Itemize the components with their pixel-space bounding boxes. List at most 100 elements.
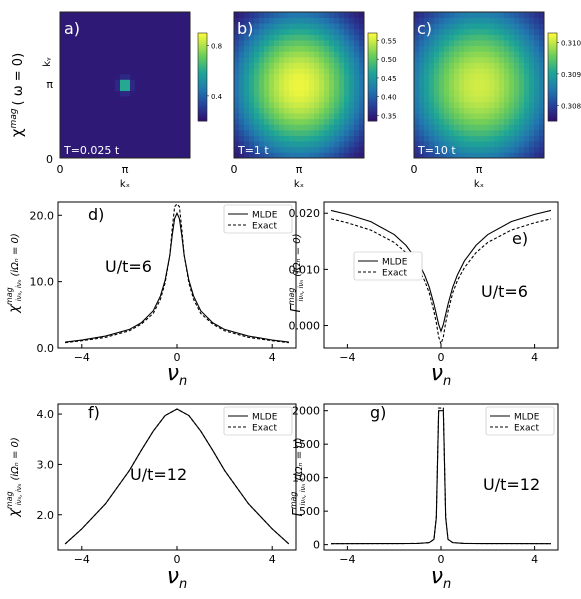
heatmap-cell [304,34,310,41]
heatmap-cell [344,62,350,69]
heatmap-cell [60,124,66,131]
heatmap-cell [264,101,270,108]
heatmap-cell [279,135,285,142]
heatmap-cell [234,23,240,30]
colorbar-segment [198,83,207,87]
heatmap-cell [289,90,295,97]
heatmap-cell [175,107,181,114]
heatmap-cell [170,90,176,97]
heatmap-cell [524,79,530,86]
heatmap-cell [464,28,470,35]
heatmap-cell [339,28,345,35]
heatmap-cell [434,90,440,97]
heatmap-cell [419,141,425,148]
heatmap-cell [509,85,515,92]
heatmap-cell [160,45,166,52]
heatmap-cell [269,135,275,142]
heatmap-cell [469,146,475,153]
heatmap-cell [469,152,475,159]
colorbar-tick-label: 0.308 [561,102,581,110]
heatmap-cell [314,85,320,92]
heatmap-cell [100,96,106,103]
heatmap-cell [165,45,171,52]
heatmap-cell [95,85,101,92]
heatmap-cell [489,129,495,136]
colorbar-segment [368,83,377,87]
heatmap-cell [170,12,176,19]
heatmap-cell [254,73,260,80]
heatmap-cell [489,118,495,125]
heatmap-cell [429,85,435,92]
heatmap-cell [254,146,260,153]
heatmap-cell [259,45,265,52]
heatmap-cell [424,73,430,80]
heatmap-cell [150,152,156,159]
heatmap-cell [339,56,345,63]
heatmap-cell [160,124,166,131]
heatmap-cell [90,107,96,114]
heatmap-cell [269,141,275,148]
heatmap-cell [85,96,91,103]
heatmap-cell [449,23,455,30]
heatmap-cell [319,40,325,47]
heatmap-cell [464,124,470,131]
heatmap-cell [539,107,545,114]
heatmap-cell [484,79,490,86]
heatmap-cell [155,107,161,114]
x-tick-label-0-b: 0 [231,163,238,176]
heatmap-cell [479,101,485,108]
heatmap-cell [165,12,171,19]
heatmap-cell [130,79,136,86]
panel-label-b: b) [237,19,253,38]
heatmap-cell [494,45,500,52]
heatmap-cell [269,113,275,120]
heatmap-cell [419,118,425,125]
heatmap-cell [449,124,455,131]
heatmap-cell [239,113,245,120]
heatmap-cell [185,124,191,131]
heatmap-cell [299,45,305,52]
heatmap-cell [299,85,305,92]
heatmap-cell [110,68,116,75]
heatmap-cell [424,12,430,19]
heatmap-cell [185,73,191,80]
heatmap-cell [524,51,530,58]
colorbar-segment [368,114,377,117]
heatmap-cell [304,17,310,24]
heatmap-cell [474,152,480,159]
heatmap-cell [434,146,440,153]
heatmap-cell [334,90,340,97]
colorbar-b: 0.550.500.450.400.35 [367,32,397,122]
heatmap-cell [140,28,146,35]
heatmap-cell [95,34,101,41]
heatmap-cell [80,96,86,103]
heatmap-cell [185,17,191,24]
heatmap-cell [160,28,166,35]
heatmap-cell [130,40,136,47]
heatmap-cell [314,34,320,41]
heatmap-cell [444,68,450,75]
heatmap-cell [464,45,470,52]
heatmap-cell [354,40,360,47]
heatmap-cell [469,17,475,24]
heatmap-cell [464,96,470,103]
heatmap-cell [279,62,285,69]
heatmap-cell [289,96,295,103]
heatmap-cell [514,28,520,35]
heatmap-cell [529,73,535,80]
xlabel-e: νn [431,361,452,389]
heatmap-cell [289,23,295,30]
heatmap-cell [140,101,146,108]
heatmap-cell [90,141,96,148]
heatmap-cell [125,129,131,136]
heatmap-cell [479,107,485,114]
heatmap-cell [135,141,141,148]
y-tick-label-0: 0 [46,153,53,166]
heatmap-cell [135,96,141,103]
heatmap-cell [175,51,181,58]
heatmap-cell [175,135,181,142]
series-line-exact [65,203,289,344]
heatmap-cell [339,51,345,58]
heatmap-cell [504,79,510,86]
heatmap-cell [524,135,530,142]
